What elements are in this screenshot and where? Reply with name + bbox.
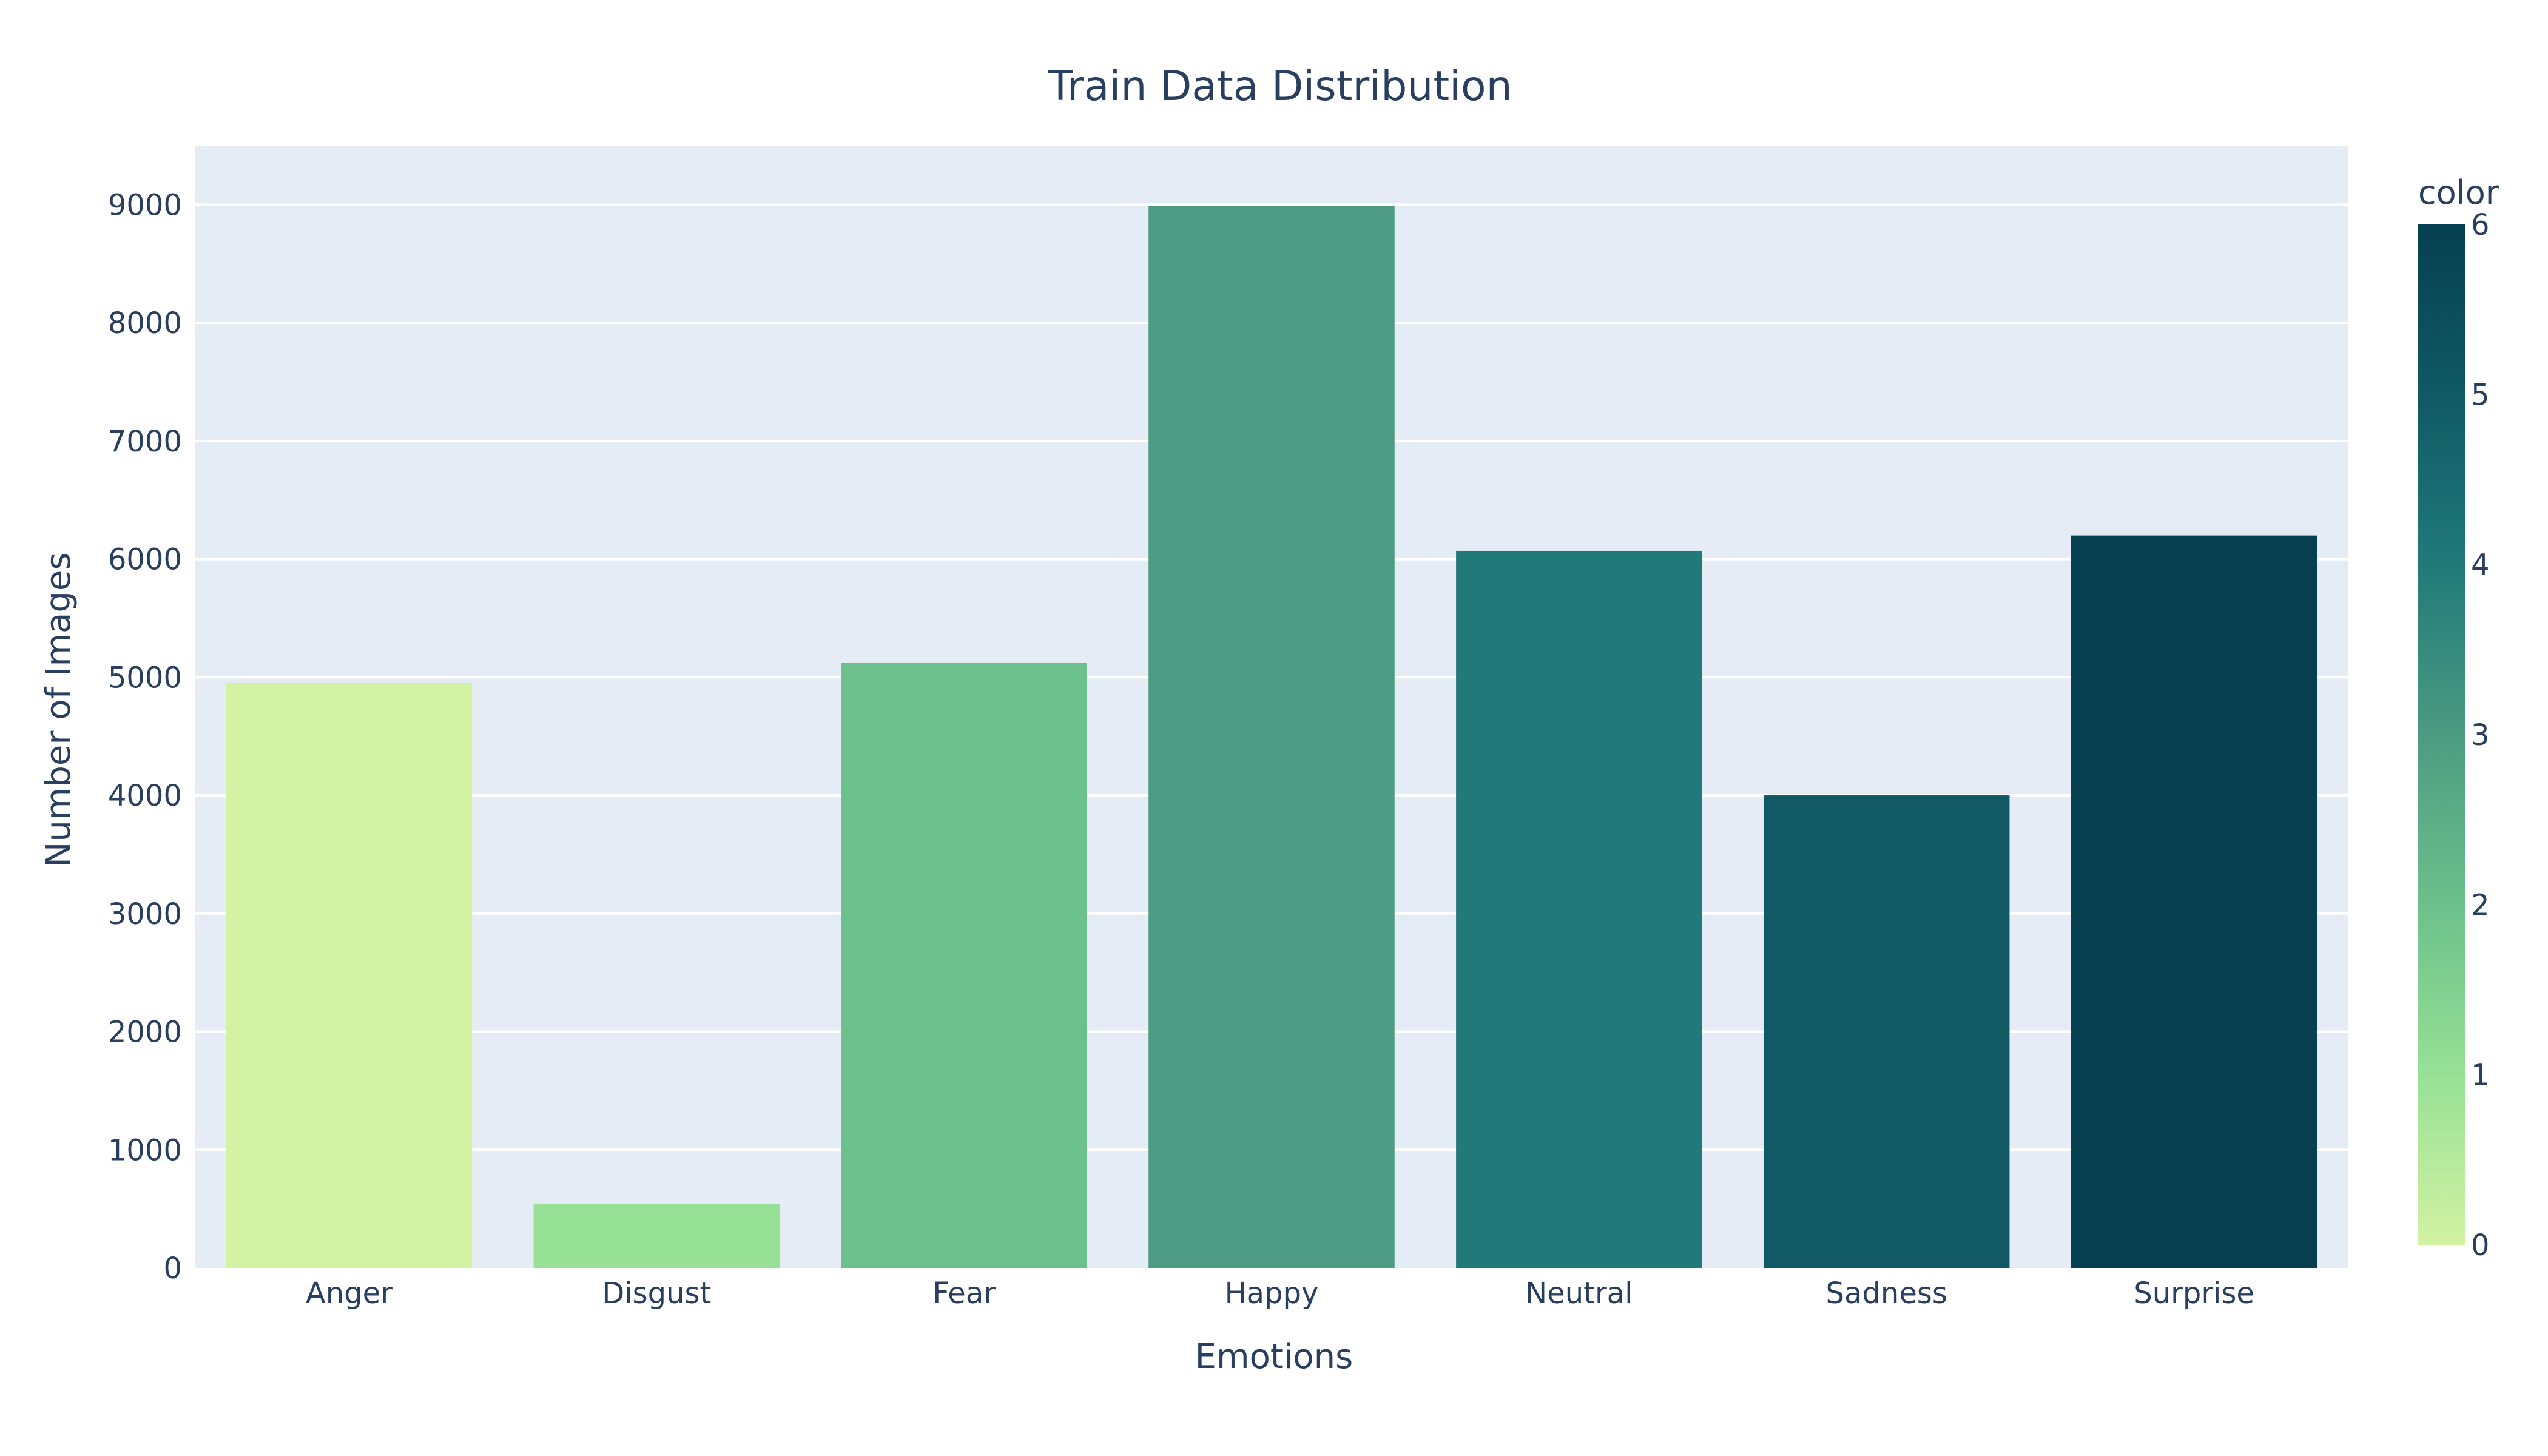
colorbar-ticks: 0 1 2 3 4 5 6 xyxy=(2471,208,2490,1262)
x-tick-label: Disgust xyxy=(602,1276,711,1310)
colorbar-tick-label: 4 xyxy=(2471,548,2490,582)
colorbar-tick-label: 3 xyxy=(2471,718,2490,752)
x-tick-label: Sadness xyxy=(1826,1276,1947,1310)
colorbar-tick-label: 5 xyxy=(2471,378,2490,412)
bar-disgust xyxy=(533,1204,780,1268)
y-axis-title: Number of Images xyxy=(39,552,78,867)
colorbar-tick-label: 6 xyxy=(2471,208,2490,242)
colorbar-title: color xyxy=(2418,174,2499,212)
colorbar-tick-label: 2 xyxy=(2471,888,2490,922)
bar-fear xyxy=(841,662,1087,1268)
colorbar-tick-label: 0 xyxy=(2471,1228,2490,1262)
chart-title: Train Data Distribution xyxy=(1047,62,1512,110)
y-tick-label: 4000 xyxy=(108,779,182,813)
y-tick-label: 6000 xyxy=(108,543,182,577)
y-tick-label: 3000 xyxy=(108,897,182,931)
x-axis-title: Emotions xyxy=(1195,1337,1353,1377)
x-tick-label: Neutral xyxy=(1525,1276,1633,1310)
colorbar: color 0 1 2 3 4 5 6 xyxy=(2418,174,2499,1262)
bar-surprise xyxy=(2071,535,2317,1268)
bar-happy xyxy=(1148,206,1395,1268)
y-tick-label: 9000 xyxy=(108,188,182,222)
colorbar-gradient xyxy=(2418,224,2465,1245)
x-axis-ticks: Anger Disgust Fear Happy Neutral Sadness Surpr… xyxy=(306,1276,2254,1310)
colorbar-tick-label: 1 xyxy=(2471,1059,2490,1093)
bars xyxy=(226,206,2317,1268)
x-tick-label: Anger xyxy=(306,1276,393,1310)
y-tick-label: 1000 xyxy=(108,1133,182,1167)
y-tick-label: 5000 xyxy=(108,661,182,695)
x-tick-label: Fear xyxy=(932,1276,996,1310)
y-tick-label: 2000 xyxy=(108,1016,182,1050)
x-tick-label: Surprise xyxy=(2134,1276,2254,1310)
y-tick-label: 0 xyxy=(163,1252,182,1286)
y-tick-label: 7000 xyxy=(108,425,182,459)
bar-sadness xyxy=(1763,795,2010,1268)
x-tick-label: Happy xyxy=(1225,1276,1319,1310)
bar-anger xyxy=(226,683,473,1268)
y-tick-label: 8000 xyxy=(108,306,182,340)
bar-neutral xyxy=(1456,550,1702,1268)
y-axis-ticks: 0 1000 2000 3000 4000 5000 6000 7000 8000 9000 xyxy=(108,188,182,1286)
